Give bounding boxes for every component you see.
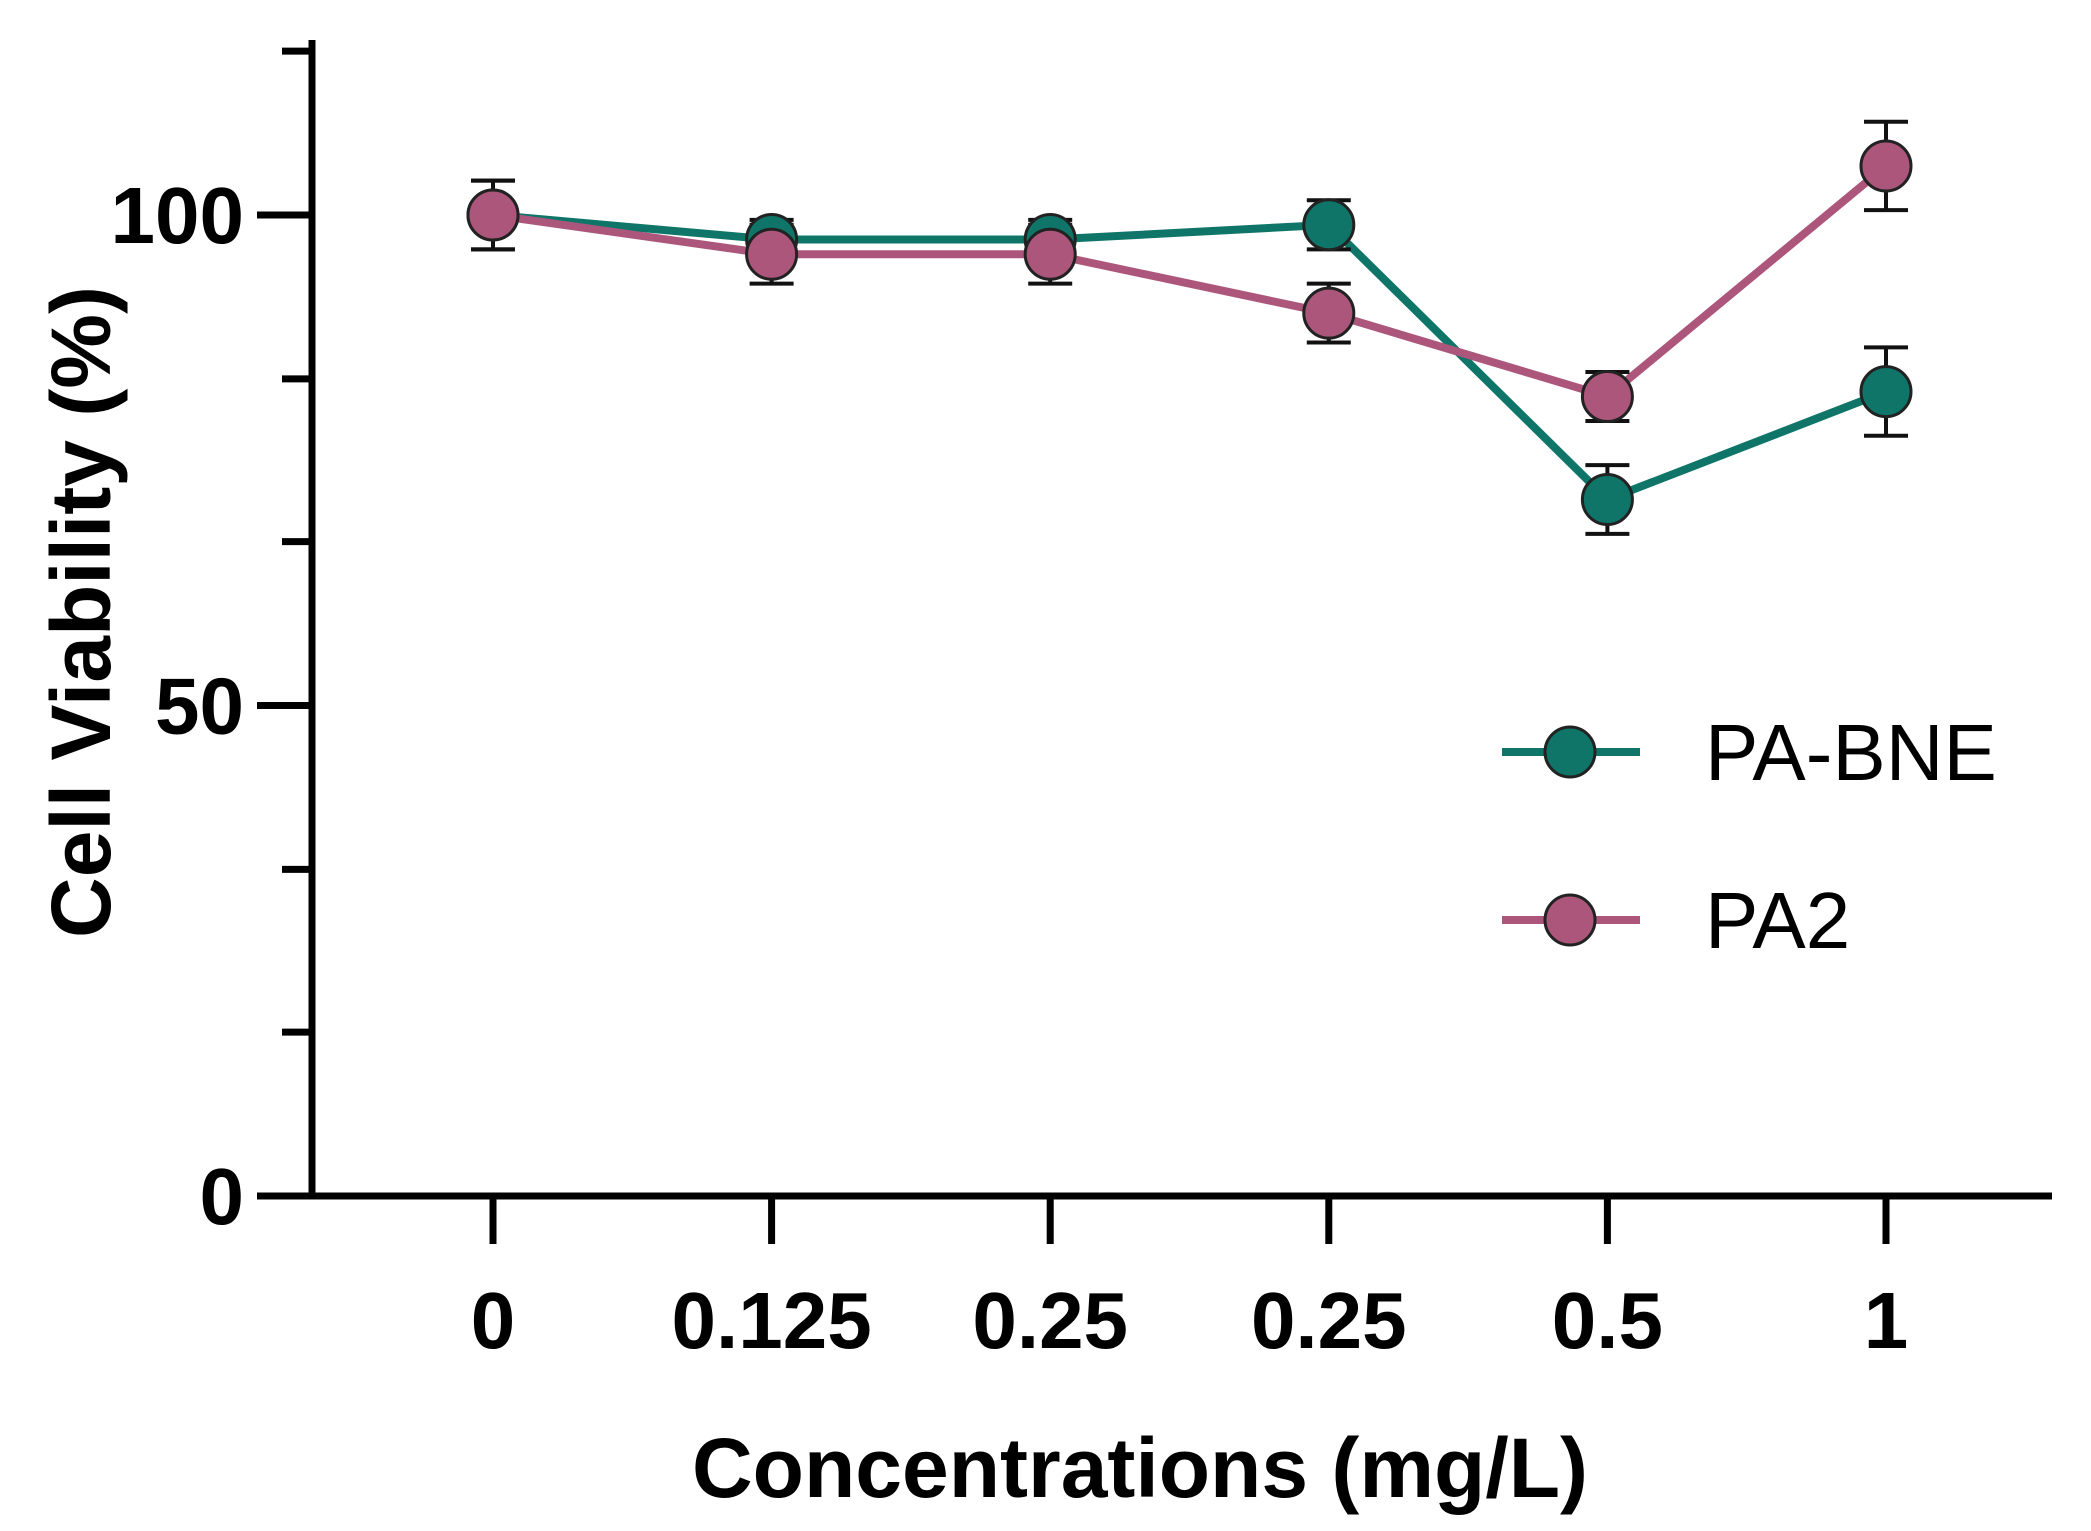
legend-label: PA-BNE — [1705, 708, 1997, 797]
legend-swatch-marker — [1543, 893, 1597, 947]
y-axis-title: Cell Viability (%) — [34, 286, 128, 938]
legend-entry-pa-bne: PA-BNE — [1502, 708, 1997, 797]
data-point-pa-bne — [1302, 198, 1356, 252]
data-point-pa2 — [1302, 286, 1356, 340]
y-tick-label: 0 — [200, 1152, 245, 1241]
series-layer — [466, 119, 1913, 536]
data-point-pa2 — [466, 188, 520, 242]
data-point-pa2 — [745, 227, 799, 281]
data-point-pa2 — [1023, 227, 1077, 281]
x-tick-label: 0 — [471, 1276, 516, 1365]
x-tick-label: 0.25 — [1251, 1276, 1407, 1365]
x-tick-label: 1 — [1864, 1276, 1909, 1365]
data-point-pa-bne — [1580, 472, 1634, 526]
x-axis-title: Concentrations (mg/L) — [692, 1421, 1588, 1515]
axes: 0 50 100 0 0.125 0.25 0.25 0.5 1 — [111, 40, 2052, 1365]
y-tick-label: 50 — [155, 662, 244, 751]
data-point-pa-bne — [1859, 365, 1913, 419]
legend-entry-pa2: PA2 — [1502, 876, 1850, 965]
series-line-pa-bne — [492, 211, 1888, 504]
series-line-pa2 — [492, 162, 1889, 401]
legend-swatch-marker — [1543, 725, 1597, 779]
x-tick-label: 0.5 — [1552, 1276, 1663, 1365]
x-tick-label: 0.25 — [972, 1276, 1128, 1365]
legend-label: PA2 — [1705, 876, 1850, 965]
legend: PA-BNE PA2 — [1502, 708, 1997, 965]
data-point-pa2 — [1580, 369, 1634, 423]
data-point-pa2 — [1859, 139, 1913, 193]
x-tick-label: 0.125 — [671, 1276, 871, 1365]
y-tick-label: 100 — [111, 171, 244, 260]
